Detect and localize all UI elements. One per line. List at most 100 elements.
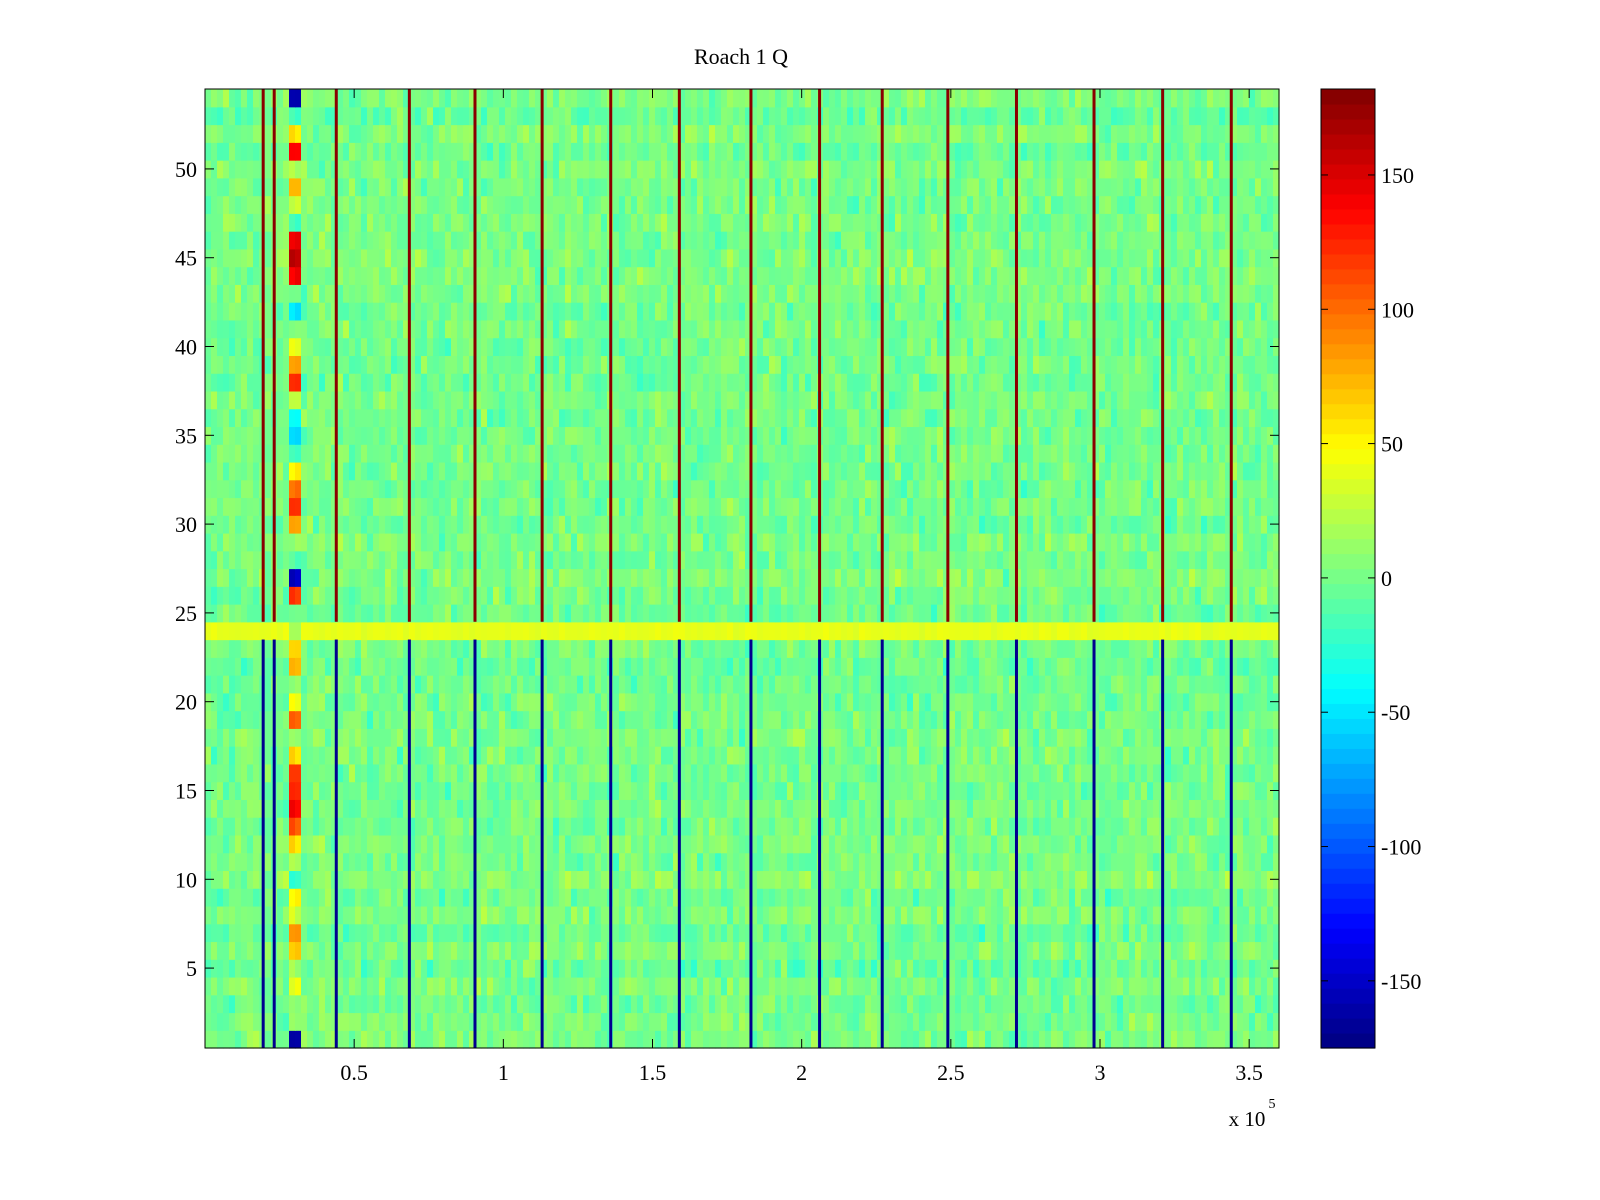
- heatmap-cell: [1105, 710, 1112, 729]
- heatmap-cell: [385, 710, 392, 729]
- heatmap-cell: [529, 675, 536, 694]
- heatmap-cell: [853, 586, 860, 605]
- heatmap-cell: [457, 976, 464, 996]
- heatmap-cell: [391, 621, 398, 641]
- heatmap-cell: [337, 888, 344, 907]
- heatmap-cell: [757, 604, 764, 623]
- heatmap-cell: [655, 639, 662, 658]
- heatmap-cell: [973, 1030, 980, 1049]
- heatmap-cell: [967, 994, 974, 1014]
- heatmap-cell: [715, 959, 722, 978]
- heatmap-cell: [613, 870, 620, 889]
- heatmap-cell: [463, 568, 470, 587]
- heatmap-cell: [1123, 586, 1130, 605]
- heatmap-cell: [1123, 692, 1130, 712]
- heatmap-cell: [421, 550, 428, 570]
- heatmap-cell: [919, 994, 926, 1014]
- heatmap-cell: [1219, 1012, 1226, 1031]
- heatmap-cell: [823, 976, 830, 996]
- heatmap-cell: [409, 621, 416, 641]
- heatmap-cell: [781, 870, 788, 889]
- heatmap-cell: [223, 781, 230, 800]
- heatmap-cell: [853, 657, 860, 676]
- heatmap-cell: [475, 852, 482, 872]
- heatmap-cell: [223, 604, 230, 623]
- heatmap-cell: [559, 604, 566, 623]
- heatmap-cell: [517, 746, 524, 765]
- heatmap-cell: [1243, 852, 1250, 872]
- heatmap-cell: [769, 568, 776, 587]
- heatmap-cell: [1255, 657, 1262, 676]
- heatmap-cell: [325, 870, 332, 889]
- heatmap-cell: [439, 728, 446, 747]
- heatmap-cell: [1105, 888, 1112, 907]
- heatmap-cell: [913, 568, 920, 587]
- heatmap-cell: [1075, 763, 1082, 783]
- heatmap-cell: [439, 870, 446, 889]
- heatmap-cell: [355, 817, 362, 836]
- heatmap-cell: [625, 550, 632, 570]
- heatmap-cell: [451, 959, 458, 978]
- heatmap-cell: [463, 941, 470, 960]
- heatmap-cell: [691, 639, 698, 658]
- heatmap-cell: [991, 888, 998, 907]
- heatmap-cell: [1081, 639, 1088, 658]
- heatmap-cell: [535, 568, 542, 587]
- heatmap-cell: [1069, 959, 1076, 978]
- heatmap-cell: [679, 746, 686, 765]
- heatmap-cell: [475, 639, 482, 658]
- heatmap-cell: [721, 817, 728, 836]
- heatmap-cell: [487, 888, 494, 907]
- heatmap-cell: [709, 976, 716, 996]
- heatmap-cell: [1165, 763, 1172, 783]
- heatmap-cell: [757, 817, 764, 836]
- heatmap-cell: [1147, 746, 1154, 765]
- heatmap-cell: [1195, 586, 1202, 605]
- heatmap-cell: [535, 763, 542, 783]
- heatmap-cell: [319, 604, 326, 623]
- heatmap-cell: [781, 888, 788, 907]
- heatmap-cell: [307, 763, 314, 783]
- heatmap-cell: [565, 763, 572, 783]
- heatmap-cell: [1219, 746, 1226, 765]
- heatmap-cell: [493, 1012, 500, 1031]
- heatmap-cell: [661, 923, 668, 943]
- heatmap-cell: [1231, 781, 1238, 800]
- heatmap-cell: [1153, 728, 1160, 747]
- heatmap-cell: [337, 692, 344, 712]
- heatmap-cell: [631, 959, 638, 978]
- heatmap-cell: [895, 888, 902, 907]
- heatmap-cell: [979, 675, 986, 694]
- heatmap-cell: [571, 728, 578, 747]
- heatmap-cell: [463, 923, 470, 943]
- heatmap-cell: [673, 834, 680, 854]
- heatmap-cell: [883, 905, 890, 925]
- heatmap-cell: [1135, 550, 1142, 570]
- heatmap-cell: [1243, 888, 1250, 907]
- heatmap-cell: [1207, 905, 1214, 925]
- heatmap-cell: [907, 781, 914, 800]
- heatmap-cell: [1009, 604, 1016, 623]
- heatmap-cell: [1219, 994, 1226, 1014]
- heatmap-cell: [565, 604, 572, 623]
- heatmap-cell: [853, 888, 860, 907]
- heatmap-cell: [463, 763, 470, 783]
- heatmap-cell: [1213, 923, 1220, 943]
- heatmap-cell: [709, 621, 716, 641]
- heatmap-cell: [697, 888, 704, 907]
- heatmap-cell: [991, 976, 998, 996]
- heatmap-cell: [613, 604, 620, 623]
- heatmap-cell: [949, 834, 956, 854]
- heatmap-cell: [865, 621, 872, 641]
- heatmap-cell: [919, 834, 926, 854]
- heatmap-cell: [721, 976, 728, 996]
- heatmap-cell: [985, 905, 992, 925]
- heatmap-cell: [781, 621, 788, 641]
- heatmap-cell: [1093, 1012, 1100, 1031]
- heatmap-cell: [985, 710, 992, 729]
- heatmap-cell: [1075, 692, 1082, 712]
- heatmap-cell: [991, 834, 998, 854]
- heatmap-cell: [1213, 710, 1220, 729]
- heatmap-cell: [949, 959, 956, 978]
- heatmap-cell: [325, 1012, 332, 1031]
